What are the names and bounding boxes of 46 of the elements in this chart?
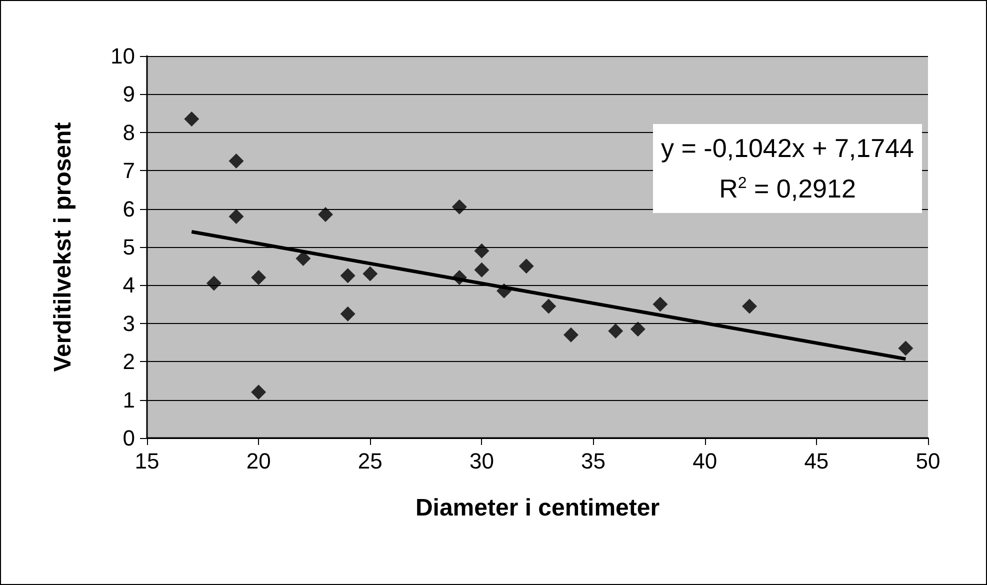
point — [228, 154, 244, 169]
point — [630, 322, 646, 337]
point — [318, 207, 334, 222]
y-tick-label: 9 — [122, 82, 135, 107]
x-tick-label: 35 — [581, 448, 606, 474]
x-axis-title: Diameter i centimeter — [415, 494, 660, 522]
point — [340, 268, 356, 284]
y-tick-label: 8 — [122, 120, 135, 145]
point — [496, 283, 512, 298]
y-tick-label: 5 — [122, 234, 135, 260]
point — [340, 306, 356, 322]
point — [541, 298, 556, 314]
x-tick-label: 25 — [358, 448, 382, 474]
point — [474, 262, 490, 278]
y-tick-label: 2 — [122, 349, 135, 374]
x-tick-label: 40 — [692, 448, 718, 474]
point — [608, 324, 624, 339]
point — [452, 270, 467, 286]
point — [362, 266, 378, 282]
point — [206, 276, 222, 291]
point — [251, 384, 266, 400]
y-tick-label: 0 — [122, 426, 135, 450]
x-tick-label: 45 — [804, 448, 829, 474]
y-tick-label: 3 — [122, 310, 135, 336]
point — [518, 258, 534, 274]
x-tick-label: 50 — [916, 448, 940, 474]
x-tick-label: 20 — [246, 448, 271, 474]
point — [652, 296, 668, 312]
point — [228, 208, 244, 224]
y-tick-label: 7 — [122, 158, 135, 184]
x-tick-label: 15 — [134, 448, 160, 474]
x-tick-label: 30 — [469, 448, 494, 474]
point — [251, 270, 266, 286]
y-axis-title: Verditilvekst i prosent — [50, 122, 76, 372]
y-tick-label: 6 — [122, 196, 135, 222]
point — [563, 327, 578, 342]
point — [184, 112, 200, 127]
annotation: R$^{2}$ = 0,2912 — [718, 172, 857, 206]
point — [742, 298, 757, 314]
y-tick-label: 4 — [122, 272, 135, 298]
point — [898, 340, 914, 356]
y-tick-label: 10 — [110, 44, 135, 68]
annotation: y = -0,1042x + 7,1744 — [661, 132, 914, 165]
point — [474, 243, 490, 258]
y-tick-label: 1 — [122, 387, 135, 412]
point — [452, 199, 467, 214]
